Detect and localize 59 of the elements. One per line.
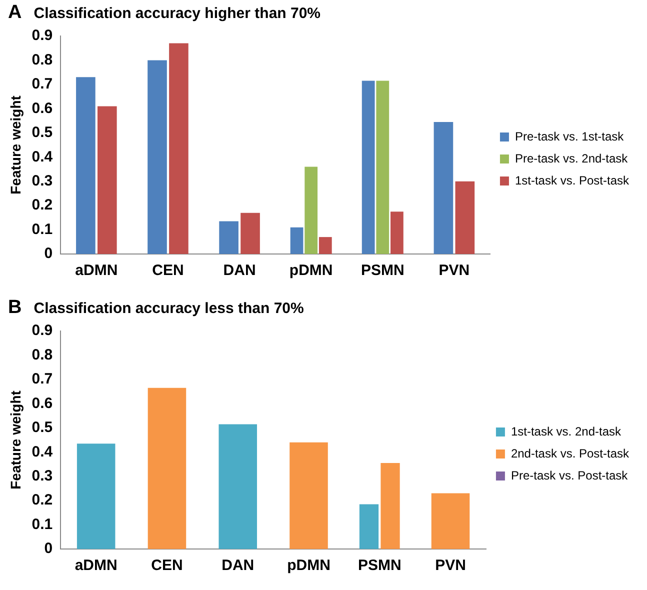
y-axis-title: Feature weight [7, 390, 24, 490]
x-tick-label: CEN [152, 262, 184, 280]
y-tick-label: 0.9 [32, 322, 53, 340]
y-tick-label: 0.4 [32, 148, 54, 166]
bar [431, 493, 470, 549]
chart-title: Classification accuracy less than 70% [34, 300, 304, 317]
x-tick-label: CEN [151, 557, 183, 574]
x-tick-label: pDMN [287, 557, 330, 574]
bar [76, 444, 116, 549]
x-tick-label: DAN [223, 262, 256, 280]
y-axis-title: Feature weight [7, 95, 24, 194]
bar [434, 122, 454, 254]
x-tick-label: PVN [438, 262, 470, 280]
bar [148, 60, 167, 254]
bar [76, 77, 96, 254]
text: B [8, 297, 22, 318]
x-tick-label: PSMN [360, 262, 404, 280]
y-tick-label: 0.5 [32, 124, 53, 142]
bar [290, 442, 328, 549]
y-tick-label: 0.7 [32, 370, 53, 388]
y-tick-label: 0.9 [32, 27, 53, 44]
y-tick-label: 0.3 [32, 467, 53, 484]
y-tick-label: 0.4 [32, 443, 54, 460]
y-tick-label: 0 [44, 540, 53, 558]
legend-label: Pre-task vs. 2nd-task [514, 151, 629, 166]
x-tick-label: PVN [435, 557, 466, 574]
bar [219, 221, 238, 254]
y-tick-label: 0.5 [32, 419, 53, 436]
x-tick-label: pDMN [289, 262, 333, 280]
y-tick-label: 0.1 [32, 516, 53, 533]
legend-label: 2nd-task vs. Post-task [510, 446, 630, 460]
y-tick-label: 0.6 [32, 100, 53, 117]
y-tick-label: 0.8 [32, 346, 53, 364]
x-tick-label: PSMN [358, 557, 402, 574]
y-tick-label: 0.6 [32, 394, 53, 412]
x-tick-label: aDMN [74, 557, 118, 574]
y-tick-label: 0.7 [32, 76, 53, 93]
bar [304, 166, 318, 254]
bar [376, 80, 390, 254]
bar [455, 181, 475, 254]
bar [148, 388, 186, 549]
bar [218, 424, 257, 549]
legend-label: 1st-task vs. Post-task [514, 173, 630, 188]
y-tick-label: 0.8 [32, 51, 53, 68]
y-tick-label: 0.3 [32, 172, 53, 190]
x-tick-label: DAN [222, 557, 254, 574]
bar [98, 106, 117, 254]
bar [169, 43, 188, 254]
legend-label: 1st-task vs. 2nd-task [510, 424, 622, 438]
y-tick-label: 0.2 [32, 196, 53, 214]
bar [240, 212, 260, 254]
legend-label: Pre-task vs. 1st-task [514, 129, 625, 144]
y-tick-label: 0 [44, 245, 53, 262]
legend-label: Pre-task vs. Post-task [510, 468, 629, 482]
y-tick-label: 0.2 [32, 492, 53, 509]
chart-title: Classification accuracy higher than 70% [34, 5, 321, 22]
x-tick-label: aDMN [75, 262, 118, 280]
y-tick-label: 0.1 [32, 220, 53, 238]
text: A [8, 2, 22, 23]
